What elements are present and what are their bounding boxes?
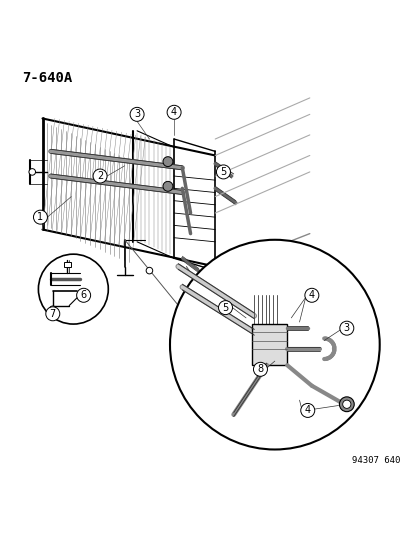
FancyBboxPatch shape — [252, 324, 287, 365]
Circle shape — [93, 169, 107, 183]
Circle shape — [216, 165, 230, 179]
Circle shape — [146, 268, 152, 274]
Text: 7: 7 — [50, 309, 56, 319]
Circle shape — [304, 288, 318, 302]
Circle shape — [163, 181, 173, 191]
Text: 7-640A: 7-640A — [22, 71, 72, 85]
Text: 4: 4 — [304, 406, 310, 415]
Circle shape — [49, 306, 56, 313]
Text: 1: 1 — [37, 212, 43, 222]
Circle shape — [339, 321, 353, 335]
Text: 2: 2 — [97, 171, 103, 181]
Circle shape — [33, 210, 47, 224]
Text: 5: 5 — [220, 167, 226, 177]
Circle shape — [253, 362, 267, 376]
Circle shape — [130, 107, 144, 122]
Circle shape — [167, 106, 180, 119]
Circle shape — [170, 240, 379, 449]
Circle shape — [339, 397, 354, 411]
Circle shape — [218, 301, 232, 314]
Circle shape — [38, 254, 108, 324]
Circle shape — [29, 168, 36, 175]
Circle shape — [76, 288, 90, 302]
Text: 94307 640: 94307 640 — [351, 456, 399, 465]
Circle shape — [46, 307, 59, 321]
Text: 6: 6 — [81, 290, 86, 300]
Circle shape — [342, 400, 350, 408]
Circle shape — [300, 403, 314, 417]
Text: 3: 3 — [134, 109, 140, 119]
Text: 4: 4 — [308, 290, 314, 300]
Text: 4: 4 — [171, 107, 177, 117]
Text: 3: 3 — [343, 323, 349, 333]
Circle shape — [163, 157, 173, 167]
Text: 8: 8 — [257, 365, 263, 374]
FancyBboxPatch shape — [64, 262, 71, 266]
Text: 5: 5 — [222, 303, 228, 313]
